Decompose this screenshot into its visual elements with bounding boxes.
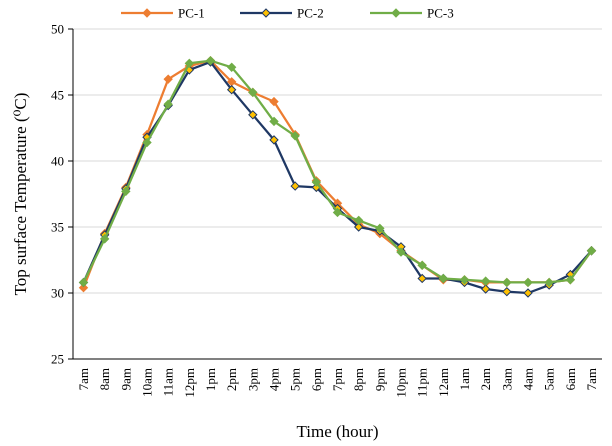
x-tick-label: 6am bbox=[563, 368, 578, 390]
y-axis-title: Top surface Temperature (⁰C) bbox=[11, 93, 30, 296]
x-axis-title: Time (hour) bbox=[296, 422, 378, 441]
data-point bbox=[205, 55, 216, 66]
x-tick-label: 5pm bbox=[288, 368, 303, 391]
x-tick-label: 8am bbox=[97, 368, 112, 390]
x-tick-label: 4pm bbox=[267, 368, 282, 391]
series-lines bbox=[78, 55, 597, 298]
x-tick-label: 7pm bbox=[330, 368, 345, 391]
y-tick-label: 30 bbox=[51, 286, 64, 301]
x-tick-label: 4am bbox=[521, 368, 536, 390]
x-tick-label: 2am bbox=[478, 368, 493, 390]
y-tick-label: 40 bbox=[51, 154, 64, 169]
legend-label: PC-1 bbox=[178, 6, 205, 21]
data-point bbox=[586, 246, 597, 256]
data-point bbox=[353, 222, 364, 232]
data-point bbox=[375, 223, 385, 234]
x-tick-label: 7am bbox=[584, 368, 599, 390]
data-point bbox=[226, 85, 237, 95]
legend-marker bbox=[261, 8, 271, 18]
x-tick-label: 9am bbox=[118, 368, 133, 390]
axes bbox=[68, 28, 602, 360]
data-point bbox=[269, 96, 279, 107]
data-point bbox=[78, 283, 89, 293]
data-point bbox=[502, 286, 512, 297]
data-point bbox=[163, 99, 173, 109]
data-point bbox=[99, 234, 110, 244]
x-tick-label: 3pm bbox=[245, 368, 260, 391]
y-tick-labels: 25 30 35 40 45 50 bbox=[51, 22, 64, 367]
x-tick-label: 12pm bbox=[182, 368, 197, 398]
legend-label: PC-3 bbox=[427, 6, 454, 21]
x-tick-label: 2pm bbox=[224, 368, 239, 391]
x-tick-label: 5am bbox=[542, 368, 557, 390]
y-tick-label: 50 bbox=[51, 22, 64, 37]
data-point bbox=[396, 247, 406, 257]
data-point bbox=[480, 284, 491, 294]
data-point bbox=[290, 181, 300, 191]
data-point bbox=[248, 110, 258, 120]
legend-marker bbox=[142, 8, 152, 18]
data-point bbox=[459, 275, 470, 285]
data-point bbox=[544, 277, 554, 288]
x-tick-label: 11pm bbox=[415, 368, 430, 397]
y-tick-label: 35 bbox=[51, 220, 64, 235]
data-point bbox=[565, 275, 576, 285]
x-tick-label: 10pm bbox=[394, 368, 409, 398]
data-point bbox=[226, 62, 237, 72]
x-tick-label: 11am bbox=[161, 368, 176, 396]
series-pc-3 bbox=[78, 55, 597, 288]
data-point bbox=[353, 215, 364, 226]
data-point bbox=[184, 58, 195, 69]
x-tick-label: 1pm bbox=[203, 368, 218, 391]
x-tick-label: 3am bbox=[499, 368, 514, 390]
data-point bbox=[523, 277, 533, 288]
x-tick-label: 6pm bbox=[309, 368, 324, 391]
x-tick-label: 1am bbox=[457, 368, 472, 390]
x-tick-label: 10am bbox=[140, 368, 155, 397]
data-point bbox=[480, 276, 491, 286]
data-point bbox=[78, 277, 89, 288]
series-line-pc-3 bbox=[82, 59, 593, 284]
legend-label: PC-2 bbox=[297, 6, 324, 21]
data-point bbox=[523, 288, 533, 298]
legend-marker bbox=[391, 8, 401, 18]
series-line-pc-2 bbox=[82, 60, 593, 295]
data-point bbox=[248, 87, 258, 98]
data-point bbox=[438, 273, 449, 284]
data-point bbox=[311, 177, 322, 187]
x-tick-label: 7am bbox=[76, 368, 91, 390]
data-point bbox=[502, 277, 512, 288]
gridlines bbox=[73, 28, 602, 294]
data-point bbox=[269, 135, 279, 145]
data-point bbox=[121, 186, 131, 197]
legend: PC-1 PC-2 PC-3 bbox=[121, 6, 454, 21]
data-point bbox=[163, 74, 173, 84]
x-tick-label: 12am bbox=[436, 368, 451, 397]
x-tick-labels: 7am 8am 9am 10am 11am 12pm 1pm 2pm 3pm 4pm 5pm 6pm 7… bbox=[76, 368, 599, 398]
data-point bbox=[417, 273, 427, 284]
y-tick-label: 25 bbox=[51, 352, 64, 367]
x-tick-label: 8pm bbox=[351, 368, 366, 391]
series-pc-1 bbox=[78, 55, 597, 293]
y-tick-label: 45 bbox=[51, 88, 64, 103]
data-point bbox=[417, 260, 427, 270]
data-point bbox=[332, 207, 343, 218]
data-point bbox=[269, 116, 279, 127]
data-point bbox=[142, 137, 152, 148]
series-pc-2 bbox=[78, 57, 597, 298]
x-tick-label: 9pm bbox=[372, 368, 387, 391]
data-point bbox=[290, 131, 300, 141]
